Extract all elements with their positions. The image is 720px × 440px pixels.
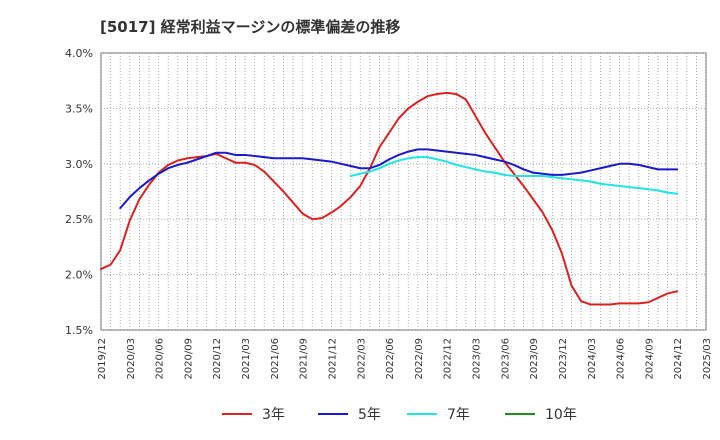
chart-title: [5017] 経常利益マージンの標準偏差の推移: [100, 18, 401, 36]
x-tick-label: 2019/12: [97, 338, 108, 380]
x-tick-label: 2025/03: [702, 338, 713, 380]
x-tick-label: 2021/03: [241, 338, 252, 380]
x-tick-label: 2024/06: [616, 338, 627, 380]
legend: 3年 5年 7年 10年: [222, 407, 577, 423]
x-tick-label: 2020/03: [126, 338, 137, 380]
series-line-7年: [349, 156, 679, 195]
y-tick-label: 3.0%: [65, 158, 93, 171]
plot-frame: [100, 52, 707, 331]
x-tick-label: 2020/12: [212, 338, 223, 380]
x-tick-label: 2024/12: [673, 338, 684, 380]
x-tick-label: 2023/09: [529, 338, 540, 380]
grid-layer: [100, 52, 707, 331]
series-layer: [100, 91, 679, 306]
series-line-5年: [119, 148, 679, 210]
y-tick-label: 3.5%: [65, 102, 93, 115]
x-tick-label: 2021/12: [327, 338, 338, 380]
x-tick-label: 2020/06: [155, 338, 166, 380]
legend-label: 7年: [447, 407, 470, 423]
x-tick-label: 2023/06: [500, 338, 511, 380]
x-tick-label: 2024/03: [587, 338, 598, 380]
x-tick-label: 2021/09: [299, 338, 310, 380]
series-line-3年: [100, 91, 679, 306]
x-tick-label: 2022/06: [385, 338, 396, 380]
y-tick-label: 1.5%: [65, 324, 93, 337]
y-tick-label: 4.0%: [65, 47, 93, 60]
x-tick-label: 2022/03: [356, 338, 367, 380]
x-tick-label: 2021/06: [270, 338, 281, 380]
x-tick-label: 2022/09: [414, 338, 425, 380]
x-tick-label: 2023/12: [558, 338, 569, 380]
x-tick-label: 2023/03: [472, 338, 483, 380]
y-tick-label: 2.0%: [65, 269, 93, 282]
legend-label: 10年: [545, 407, 577, 423]
y-tick-label: 2.5%: [65, 213, 93, 226]
axis-layer: 1.5% 2.0% 2.5% 3.0% 3.5% 4.0% 2019/12 2020/03 20…: [65, 47, 713, 380]
x-tick-label: 2020/09: [183, 338, 194, 380]
x-tick-label: 2022/12: [443, 338, 454, 380]
x-tick-label: 2024/09: [644, 338, 655, 380]
legend-label: 3年: [262, 407, 285, 423]
legend-label: 5年: [358, 407, 381, 423]
